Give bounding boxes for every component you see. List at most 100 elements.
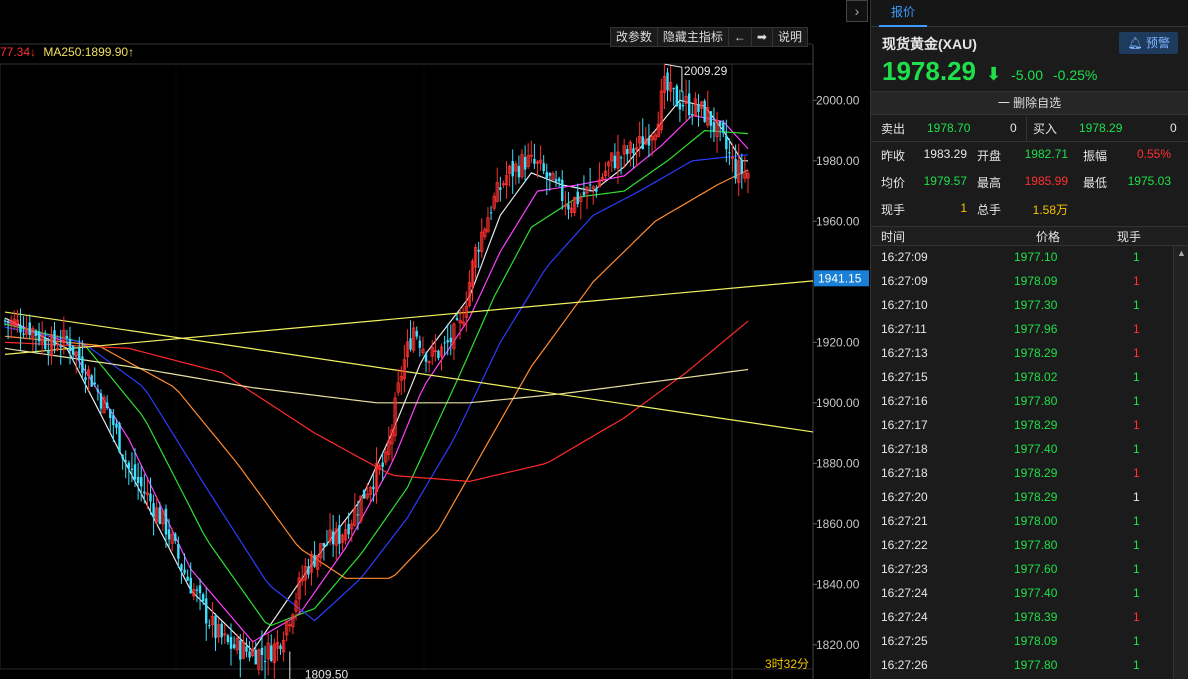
candle-body	[659, 90, 663, 131]
tick-row[interactable]: 16:27:23 1977.60 1	[871, 558, 1171, 582]
next-button[interactable]: ➡	[750, 27, 772, 47]
tick-row[interactable]: 16:27:26 1977.80 1	[871, 654, 1171, 678]
candle-body	[405, 341, 410, 358]
candle-body	[343, 529, 348, 541]
candle-body	[99, 393, 103, 409]
tick-row[interactable]: 16:27:16 1977.80 1	[871, 390, 1171, 414]
triangle-up-icon[interactable]: ▲	[1177, 248, 1186, 258]
tick-price: 1978.02	[1014, 370, 1058, 384]
tick-row[interactable]: 16:27:17 1978.29 1	[871, 414, 1171, 438]
candle-body	[595, 188, 598, 192]
chart-area[interactable]: 2000.001980.001960.001940.001920.001900.…	[0, 0, 870, 679]
candle-body	[499, 187, 502, 190]
tick-row[interactable]: 16:27:24 1978.39 1	[871, 606, 1171, 630]
hide-main-indicator-button[interactable]: 隐藏主指标	[656, 27, 728, 47]
stat-value: 1979.57	[923, 174, 967, 188]
tab-quote[interactable]: 报价	[879, 0, 928, 27]
quote-panel: 报价 现货黄金(XAU) 🔔︎ 预警 1978.29 ⬇ -5.00 -0.25…	[870, 0, 1188, 679]
price-row: 1978.29 ⬇ -5.00 -0.25%	[882, 56, 1097, 87]
ticks-scrollbar[interactable]: ▲	[1173, 246, 1188, 679]
candle-body	[198, 585, 202, 594]
tick-row[interactable]: 16:27:13 1978.29 1	[871, 342, 1171, 366]
tick-row[interactable]: 16:27:20 1978.29 1	[871, 486, 1171, 510]
stat-label: 振幅	[1083, 149, 1108, 163]
price-change-pct: -0.25%	[1053, 67, 1098, 83]
candle-body	[430, 346, 434, 357]
tick-price: 1978.09	[1014, 634, 1058, 648]
candle-body	[93, 382, 96, 385]
tick-row[interactable]: 16:27:11 1977.96 1	[871, 318, 1171, 342]
candle-body	[229, 637, 233, 649]
candle-body	[684, 96, 688, 104]
candle-body	[86, 369, 91, 377]
chevron-right-icon[interactable]: ›	[846, 0, 868, 22]
candle-body	[473, 247, 478, 268]
candles	[3, 63, 750, 679]
candle-body	[526, 155, 530, 168]
prev-button[interactable]: ←	[727, 27, 751, 47]
tick-row[interactable]: 16:27:21 1978.00 1	[871, 510, 1171, 534]
tick-time: 16:27:17	[881, 418, 928, 432]
delete-watchlist-button[interactable]: 一 删除自选	[871, 91, 1188, 115]
candle-body	[638, 136, 642, 144]
candle-body	[588, 184, 592, 186]
candle-body	[709, 111, 713, 126]
tick-row[interactable]: 16:27:10 1977.30 1	[871, 294, 1171, 318]
y-tick-label: 1920.00	[816, 335, 860, 349]
stat-value: 1985.99	[1024, 174, 1068, 188]
candle-body	[681, 104, 685, 107]
candle-body	[257, 649, 261, 670]
tick-row[interactable]: 16:27:18 1978.29 1	[871, 462, 1171, 486]
tick-row[interactable]: 16:27:09 1977.10 1	[871, 246, 1171, 270]
candle-body	[706, 107, 710, 126]
candle-body	[149, 493, 152, 502]
candle-body	[201, 594, 205, 602]
tick-row[interactable]: 16:27:15 1978.02 1	[871, 366, 1171, 390]
candle-body	[743, 171, 747, 179]
y-tick-label: 1980.00	[816, 154, 860, 168]
candle-body	[239, 640, 242, 660]
candle-body	[415, 330, 418, 337]
candle-body	[687, 93, 691, 116]
candle-body	[245, 646, 248, 652]
candle-body	[399, 375, 403, 381]
tick-row[interactable]: 16:27:25 1978.09 1	[871, 630, 1171, 654]
candle-body	[56, 348, 60, 351]
last-price: 1978.29	[882, 56, 976, 86]
tick-price: 1977.80	[1014, 394, 1058, 408]
candle-body	[461, 321, 465, 325]
tick-row[interactable]: 16:27:22 1977.80 1	[871, 534, 1171, 558]
tick-time: 16:27:11	[881, 322, 927, 336]
candlestick-chart[interactable]: 2000.001980.001960.001940.001920.001900.…	[0, 0, 870, 679]
tick-row[interactable]: 16:27:18 1977.40 1	[871, 438, 1171, 462]
edit-params-button[interactable]: 改参数	[609, 27, 657, 47]
stat-label: 总手	[977, 203, 1002, 217]
candle-body	[25, 327, 29, 335]
candle-body	[551, 173, 555, 181]
candle-body	[127, 462, 131, 469]
candle-body	[718, 121, 722, 126]
candle-body	[402, 359, 406, 380]
candle-body	[297, 577, 301, 600]
candle-body	[217, 624, 221, 638]
candle-body	[300, 578, 304, 582]
ma-legend-ma250: MA250:1899.90↑	[43, 45, 135, 59]
help-button[interactable]: 说明	[771, 27, 808, 47]
tick-price: 1977.40	[1014, 442, 1058, 456]
candle-body	[350, 523, 354, 530]
candle-body	[545, 172, 548, 179]
candle-body	[443, 342, 446, 344]
candle-body	[6, 321, 10, 324]
candle-body	[161, 510, 165, 525]
candle-body	[241, 641, 245, 659]
y-tick-label: 1880.00	[816, 456, 860, 470]
alert-button[interactable]: 🔔︎ 预警	[1119, 32, 1178, 54]
y-tick-label: 2000.00	[816, 93, 860, 107]
tick-price: 1977.96	[1014, 322, 1058, 336]
candle-body	[508, 165, 512, 174]
tick-row[interactable]: 16:27:24 1977.40 1	[871, 582, 1171, 606]
divider	[1026, 116, 1027, 141]
sell-price: 1978.70	[927, 121, 971, 135]
candle-body	[452, 323, 456, 349]
tick-row[interactable]: 16:27:09 1978.09 1	[871, 270, 1171, 294]
